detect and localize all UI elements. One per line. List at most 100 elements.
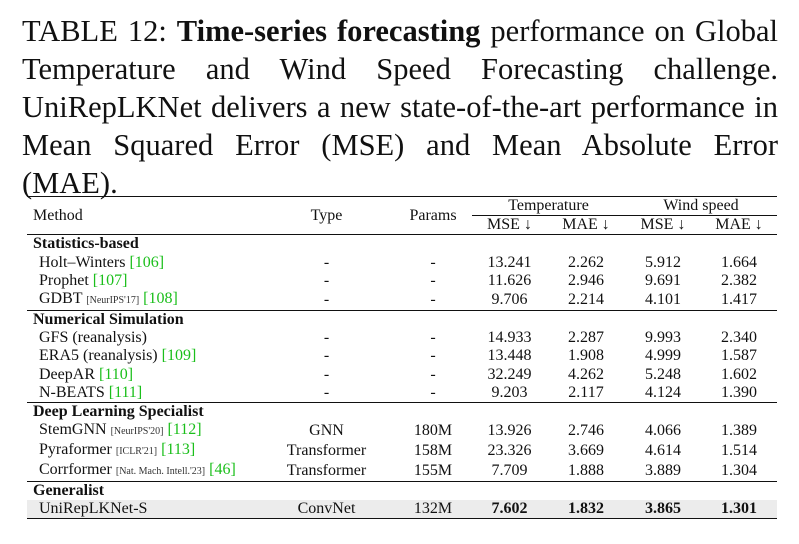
- citation-link[interactable]: [112]: [167, 421, 202, 439]
- wind-mse-cell: 4.614: [645, 442, 681, 460]
- header-wind-mae: MAE ↓: [715, 216, 763, 234]
- results-table: Method Type Params Temperature Wind spee…: [27, 195, 777, 520]
- type-cell: GNN: [309, 422, 344, 440]
- wind-mse-cell: 4.999: [645, 347, 681, 365]
- temp-mse-cell: 23.326: [487, 442, 532, 460]
- params-cell: 132M: [394, 500, 472, 520]
- temp-mae-cell: 2.746: [568, 422, 604, 440]
- table-row: N-BEATS [111] - - 9.203 2.117 4.124 1.390: [27, 384, 777, 403]
- section-header-row: Generalist: [27, 481, 777, 501]
- method-name: N-BEATS: [39, 383, 105, 401]
- method-name: Pyraformer: [39, 441, 112, 459]
- table-row: Pyraformer [ICLR'21] [113] Transformer 158…: [27, 441, 777, 461]
- method-cell: Pyraformer [ICLR'21] [113]: [27, 441, 259, 461]
- method-venue: [NeurIPS'17]: [86, 294, 140, 306]
- params-cell: 155M: [413, 462, 453, 480]
- method-name: StemGNN: [39, 421, 107, 439]
- section-title: Numerical Simulation: [27, 309, 777, 330]
- table-row: UniRepLKNet-S ConvNet 132M 7.602 1.832 3.865 1…: [27, 500, 777, 520]
- method-cell: Corrformer [Nat. Mach. Intell.'23] [46]: [27, 461, 259, 482]
- section-title: Generalist: [27, 481, 777, 501]
- method-cell: StemGNN [NeurIPS'20] [112]: [27, 421, 259, 441]
- temp-mae-cell: 1.908: [568, 347, 604, 365]
- temp-mae-cell: 4.262: [568, 365, 604, 383]
- params-cell: -: [430, 365, 436, 383]
- method-cell: Holt–Winters [106]: [27, 254, 259, 272]
- method-cell: ERA5 (reanalysis) [109]: [27, 347, 259, 365]
- temp-mae-cell: 2.214: [568, 290, 604, 308]
- citation-link[interactable]: [106]: [129, 253, 165, 271]
- wind-mae-cell: 1.389: [721, 422, 757, 440]
- citation-link[interactable]: [111]: [108, 383, 143, 401]
- temp-mse-cell: 13.926: [487, 422, 532, 440]
- header-wind-speed: Wind speed: [625, 195, 777, 217]
- params-cell: -: [430, 253, 436, 271]
- table-row: Corrformer [Nat. Mach. Intell.'23] [46] T…: [27, 461, 777, 482]
- caption-text: performance on Global Temperature and Wi…: [22, 14, 779, 200]
- header-params: Params: [394, 195, 472, 235]
- temp-mae-cell: 1.832: [547, 500, 625, 520]
- temp-mae-cell: 2.117: [568, 383, 604, 401]
- method-name: ERA5 (reanalysis): [39, 347, 158, 365]
- header-temperature: Temperature: [472, 195, 625, 217]
- temp-mae-cell: 2.946: [568, 271, 604, 289]
- table-body: Statistics-based Holt–Winters [106] - -13.2…: [27, 234, 777, 520]
- type-cell: -: [323, 383, 330, 401]
- params-cell: 158M: [413, 442, 453, 460]
- wind-mse-cell: 9.691: [645, 271, 681, 289]
- temp-mse-cell: 7.602: [472, 500, 547, 520]
- header-temp-mae: MAE ↓: [562, 216, 610, 234]
- section-header-row: Deep Learning Specialist: [27, 401, 777, 422]
- method-cell: GFS (reanalysis): [27, 329, 259, 347]
- params-cell: -: [430, 329, 436, 347]
- wind-mae-cell: 1.417: [721, 290, 757, 308]
- citation-link[interactable]: [109]: [161, 347, 197, 365]
- wind-mae-cell: 1.587: [721, 347, 757, 365]
- citation-link[interactable]: [46]: [209, 461, 236, 479]
- citation-link[interactable]: [107]: [92, 271, 128, 289]
- header-temp-mse: MSE ↓: [487, 216, 532, 234]
- table-caption: TABLE 12: Time-series forecasting perfor…: [22, 12, 778, 202]
- temp-mse-cell: 14.933: [487, 329, 532, 347]
- wind-mae-cell: 2.340: [721, 329, 757, 347]
- table-row: ERA5 (reanalysis) [109] - - 13.448 1.908 4.99…: [27, 347, 777, 365]
- wind-mse-cell: 3.865: [625, 500, 701, 520]
- temp-mse-cell: 9.203: [491, 383, 528, 401]
- wind-mae-cell: 1.304: [721, 462, 757, 480]
- section-header-row: Numerical Simulation: [27, 309, 777, 330]
- method-cell: UniRepLKNet-S: [27, 500, 259, 520]
- citation-link[interactable]: [110]: [98, 365, 134, 383]
- method-cell: N-BEATS [111]: [27, 384, 259, 403]
- temp-mse-cell: 13.448: [487, 347, 532, 365]
- method-cell: Prophet [107]: [27, 272, 259, 290]
- type-cell: -: [323, 253, 330, 271]
- params-cell: -: [430, 290, 436, 308]
- wind-mse-cell: 4.124: [645, 383, 681, 401]
- wind-mae-cell: 1.390: [721, 383, 757, 401]
- wind-mse-cell: 5.248: [645, 365, 681, 383]
- header-type: Type: [259, 195, 394, 235]
- method-venue: [ICLR'21]: [115, 446, 158, 458]
- temp-mae-cell: 1.888: [568, 462, 604, 480]
- header-method: Method: [27, 195, 259, 235]
- citation-link[interactable]: [113]: [161, 441, 196, 459]
- method-name: GDBT: [39, 289, 83, 307]
- method-name: GFS (reanalysis): [39, 329, 147, 347]
- method-venue: [NeurIPS'20]: [110, 426, 164, 438]
- citation-link[interactable]: [108]: [143, 289, 178, 307]
- params-cell: -: [430, 383, 436, 401]
- temp-mse-cell: 13.241: [487, 253, 532, 271]
- type-cell: -: [323, 347, 330, 365]
- type-cell: ConvNet: [259, 500, 394, 520]
- type-cell: -: [323, 365, 330, 383]
- wind-mae-cell: 1.664: [721, 253, 757, 271]
- wind-mse-cell: 3.889: [645, 462, 681, 480]
- type-cell: Transformer: [286, 462, 367, 480]
- temp-mae-cell: 3.669: [568, 442, 604, 460]
- temp-mae-cell: 2.262: [568, 253, 604, 271]
- table-row: GDBT [NeurIPS'17] [108] - - 9.706 2.214 4.101…: [27, 290, 777, 311]
- type-cell: -: [323, 329, 330, 347]
- params-cell: 180M: [413, 422, 453, 440]
- wind-mse-cell: 4.066: [645, 422, 681, 440]
- type-cell: Transformer: [286, 442, 367, 460]
